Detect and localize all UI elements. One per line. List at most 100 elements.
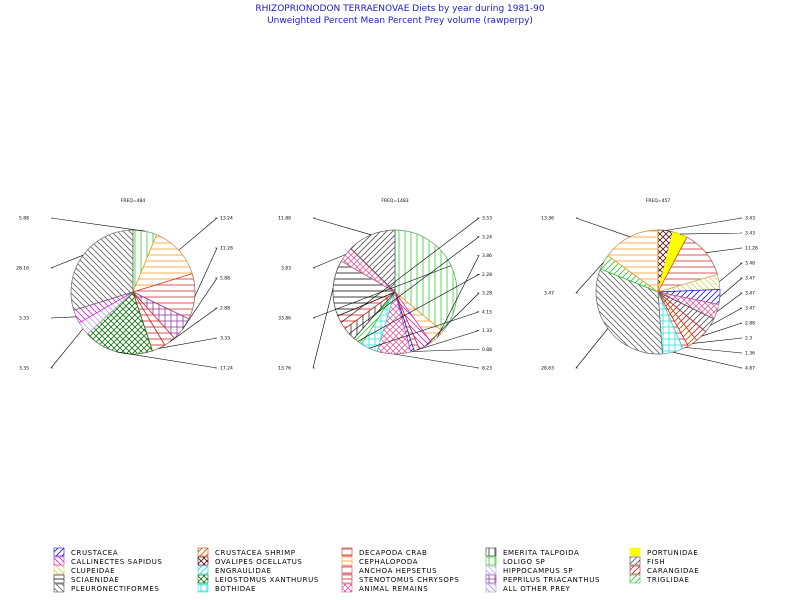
slice-value-label: 13.36 xyxy=(541,216,554,222)
legend-item-crustacea-shrimp: CRUSTACEA SHRIMP xyxy=(197,547,296,557)
legend-label: TRIGLIDAE xyxy=(646,576,689,584)
legend-swatch xyxy=(341,574,353,584)
slice-value-label: 3.86 xyxy=(482,253,492,259)
legend-swatch xyxy=(197,565,209,575)
pie-chart-2: 3.53 3.24 3.86 2.28 3.28 4.15 1.33 0.88 8.23 11.8… xyxy=(278,198,492,372)
slice-value-label: 13.24 xyxy=(220,216,233,222)
legend-swatch xyxy=(629,556,641,566)
legend-swatch xyxy=(485,583,497,593)
legend-label: CRUSTACEA SHRIMP xyxy=(215,549,296,557)
slice-value-label: 3.83 xyxy=(281,266,291,272)
legend-item-loligo-sp: LOLIGO SP xyxy=(485,556,545,566)
slice-value-label: 11.28 xyxy=(745,246,758,252)
legend-item-decapoda-crab: DECAPODA CRAB xyxy=(341,547,427,557)
legend-item-carangidae: CARANGIDAE xyxy=(629,565,699,575)
legend-swatch xyxy=(197,556,209,566)
slice-value-label: 4.15 xyxy=(482,309,492,315)
legend-swatch xyxy=(53,583,65,593)
pie-chart-3: 3.43 3.43 11.28 3.48 3.47 3.47 3.47 2.88 2.3 1.36… xyxy=(541,198,758,372)
slice-value-label: 2.88 xyxy=(745,321,755,327)
legend-swatch xyxy=(485,547,497,557)
legend-label: BOTHIDAE xyxy=(215,585,256,593)
slice-value-label: 11.28 xyxy=(220,246,233,252)
slice-value-label: 33.86 xyxy=(278,316,291,322)
slice-value-label: 5.88 xyxy=(220,276,230,282)
legend-label: ANIMAL REMAINS xyxy=(359,585,428,593)
legend-swatch xyxy=(341,583,353,593)
slice-value-label: 3.48 xyxy=(745,261,755,267)
slice-value-label: 3.47 xyxy=(745,291,755,297)
legend-label: LEIOSTOMUS XANTHURUS xyxy=(215,576,319,584)
slice-value-label: 28.16 xyxy=(16,266,29,272)
slice-value-label: 2.28 xyxy=(482,272,492,278)
slice-value-label: 3.53 xyxy=(482,216,492,222)
legend-label: CRUSTACEA xyxy=(71,549,118,557)
legend-swatch xyxy=(341,547,353,557)
legend-label: SCIAENIDAE xyxy=(71,576,119,584)
pies-layer: 13.24 11.28 5.88 2.88 3.33 17.24 5.88 28.16 3.33… xyxy=(16,198,758,372)
legend-item-engraulidae: ENGRAULIDAE xyxy=(197,565,272,575)
legend-swatch xyxy=(197,583,209,593)
chart-subtitle: Unweighted Percent Mean Percent Prey vol… xyxy=(267,16,533,26)
legend-label: ENGRAULIDAE xyxy=(215,567,272,575)
legend-item-all-other-prey: ALL OTHER PREY xyxy=(485,583,571,593)
legend-label: LOLIGO SP xyxy=(503,558,545,566)
legend-label: FISH xyxy=(647,558,665,566)
legend-label: CEPHALOPODA xyxy=(359,558,418,566)
legend-swatch xyxy=(485,556,497,566)
slice-value-label: 28.63 xyxy=(541,366,554,372)
legend-swatch xyxy=(485,574,497,584)
slice-value-label: 8.23 xyxy=(482,366,492,372)
slice-value-label: 0.88 xyxy=(482,347,492,353)
slice-value-label: 1.36 xyxy=(745,351,755,357)
legend-label: PEPRILUS TRIACANTHUS xyxy=(503,576,600,584)
legend: CRUSTACEA CRUSTACEA SHRIMP DECAPODA CRAB EM… xyxy=(53,547,699,593)
slice-value-label: 17.24 xyxy=(220,366,233,372)
legend-label: PLEURONECTIFORMES xyxy=(71,585,159,593)
legend-label: CALLINECTES SAPIDUS xyxy=(71,558,162,566)
legend-swatch xyxy=(485,565,497,575)
slice-value-label: 3.33 xyxy=(220,336,230,342)
legend-item-emerita-talpoida: EMERITA TALPOIDA xyxy=(485,547,579,557)
chart-titles: RHIZOPRIONODON TERRAENOVAE Diets by year… xyxy=(0,3,800,27)
pie-chart-1: 13.24 11.28 5.88 2.88 3.33 17.24 5.88 28.16 3.33… xyxy=(16,198,233,372)
legend-label: ANCHOA HEPSETUS xyxy=(359,567,437,575)
legend-label: ALL OTHER PREY xyxy=(503,585,571,593)
slice-value-label: 13.76 xyxy=(278,366,291,372)
legend-label: STENOTOMUS CHRYSOPS xyxy=(359,576,459,584)
legend-label: CLUPEIDAE xyxy=(71,567,115,575)
legend-item-crustacea: CRUSTACEA xyxy=(53,547,118,557)
slice-value-label: 4.87 xyxy=(745,366,755,372)
slice-value-label: 2.88 xyxy=(220,306,230,312)
legend-item-animal-remains: ANIMAL REMAINS xyxy=(341,583,428,593)
legend-item-clupeidae: CLUPEIDAE xyxy=(53,565,115,575)
slice-value-label: 2.3 xyxy=(745,336,752,342)
pie-title: FREQ=484 xyxy=(121,198,146,204)
legend-swatch xyxy=(629,547,641,557)
legend-label: OVALIPES OCELLATUS xyxy=(215,558,302,566)
legend-swatch xyxy=(197,547,209,557)
pie-title: FREQ=457 xyxy=(646,198,671,204)
slice-value-label: 3.28 xyxy=(482,291,492,297)
legend-item-callinectes-sapidus: CALLINECTES SAPIDUS xyxy=(53,556,162,566)
legend-swatch xyxy=(53,547,65,557)
legend-swatch xyxy=(53,556,65,566)
legend-item-stenotomus-chrysops: STENOTOMUS CHRYSOPS xyxy=(341,574,459,584)
legend-swatch xyxy=(629,574,641,584)
legend-label: PORTUNIDAE xyxy=(647,549,698,557)
legend-swatch xyxy=(197,574,209,584)
legend-swatch xyxy=(53,574,65,584)
slice-value-label: 3.43 xyxy=(745,231,755,237)
slice-value-label: 3.24 xyxy=(482,234,492,240)
legend-item-hippocampus-sp: HIPPOCAMPUS SP xyxy=(485,565,573,575)
slice-value-label: 3.33 xyxy=(19,316,29,322)
legend-label: DECAPODA CRAB xyxy=(359,549,427,557)
legend-item-triglidae: TRIGLIDAE xyxy=(629,574,689,584)
slice-value-label: 3.35 xyxy=(19,366,29,372)
slice-value-label: 3.47 xyxy=(745,276,755,282)
legend-label: HIPPOCAMPUS SP xyxy=(503,567,573,575)
legend-swatch xyxy=(629,565,641,575)
slice-value-label: 3.47 xyxy=(544,291,554,297)
pie-title: FREQ=1483 xyxy=(381,198,408,204)
